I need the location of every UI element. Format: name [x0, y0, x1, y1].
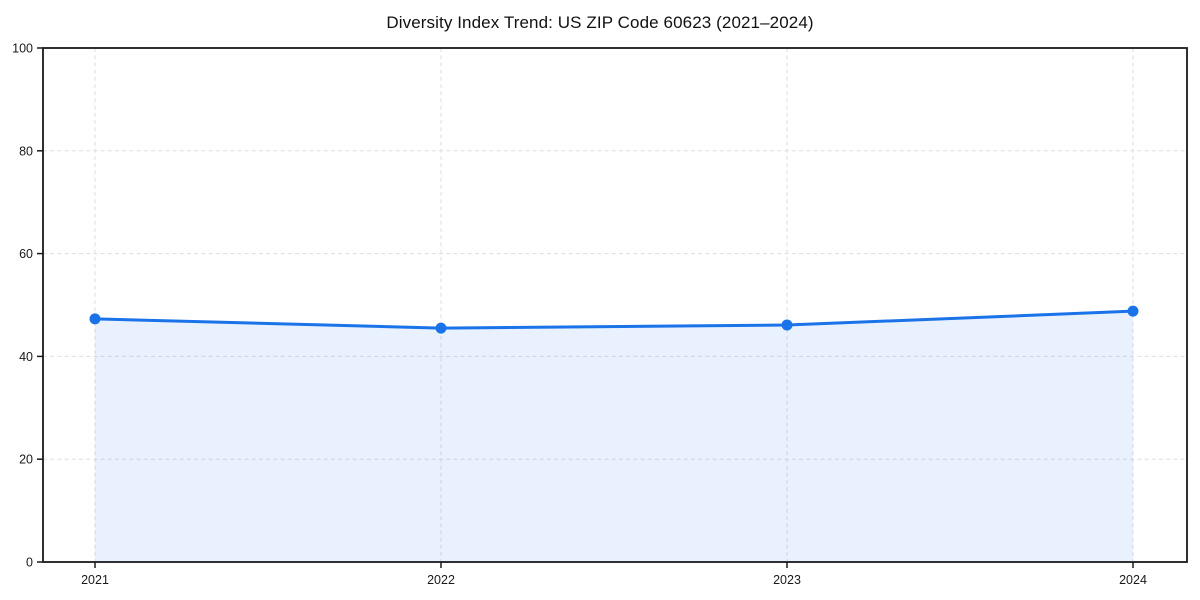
y-tick-label: 20 [19, 453, 33, 467]
trend-line [93, 309, 1135, 330]
y-tick-label: 80 [19, 144, 33, 158]
chart-title: Diversity Index Trend: US ZIP Code 60623… [386, 13, 814, 32]
plot-spine [42, 47, 1188, 563]
x-tick-label: 2023 [773, 573, 801, 587]
x-tick-label: 2022 [427, 573, 455, 587]
x-tick-label: 2021 [81, 573, 109, 587]
data-point [781, 319, 793, 331]
data-point [89, 313, 101, 325]
x-tick-label: 2024 [1119, 573, 1147, 587]
y-tick-label: 60 [19, 247, 33, 261]
area-fill [95, 311, 1133, 562]
data-point [435, 322, 447, 334]
y-tick-label: 0 [26, 556, 33, 570]
y-tick-label: 40 [19, 350, 33, 364]
y-tick-label: 100 [12, 42, 33, 56]
data-point [1127, 305, 1139, 317]
